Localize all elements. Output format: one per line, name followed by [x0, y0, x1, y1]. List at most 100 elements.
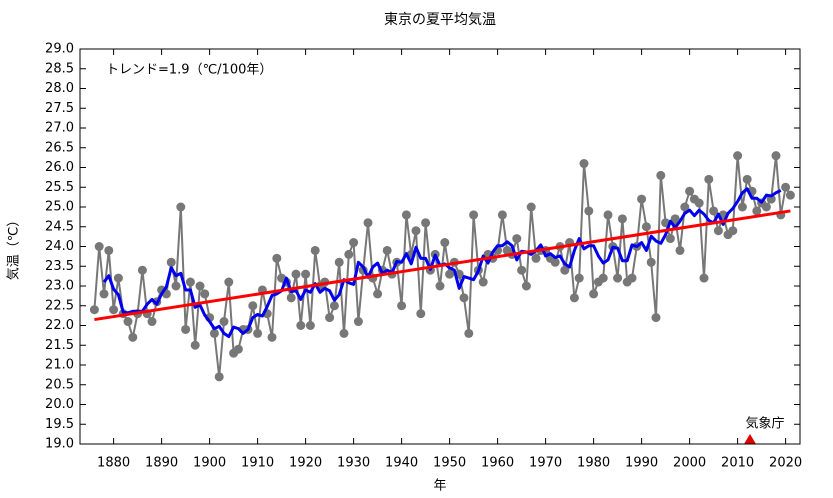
- data-point: [373, 289, 383, 299]
- y-tick-label: 23.5: [45, 259, 74, 274]
- y-tick-label: 24.0: [45, 239, 74, 254]
- y-tick-label: 19.5: [45, 417, 74, 432]
- y-tick-label: 27.5: [45, 101, 74, 116]
- data-point: [421, 218, 431, 228]
- x-axis-label: 年: [433, 479, 446, 494]
- data-point: [344, 249, 354, 259]
- data-point: [185, 277, 195, 287]
- data-point: [214, 372, 224, 382]
- data-point: [291, 269, 301, 279]
- data-point: [464, 328, 474, 338]
- x-tick-label: 1960: [481, 456, 514, 471]
- data-point: [680, 202, 690, 212]
- data-point: [478, 277, 488, 287]
- data-point: [584, 206, 594, 216]
- data-point: [665, 234, 675, 244]
- data-point: [94, 242, 104, 251]
- data-point: [497, 210, 507, 220]
- y-tick-label: 22.5: [45, 298, 74, 313]
- y-tick-label: 21.0: [45, 358, 74, 373]
- series-line: [94, 209, 791, 322]
- data-point: [694, 198, 704, 208]
- x-tick-label: 2010: [721, 456, 754, 471]
- data-point: [675, 245, 685, 255]
- source-marker: [744, 434, 756, 444]
- data-point: [521, 281, 531, 291]
- data-point: [445, 269, 455, 279]
- y-tick-label: 23.0: [45, 279, 74, 294]
- data-point: [200, 289, 210, 299]
- annotation: トレンド=1.9（℃/100年）: [106, 63, 272, 78]
- y-tick-label: 25.0: [45, 200, 74, 215]
- data-point: [296, 321, 306, 330]
- chart-title: 東京の夏平均気温: [384, 12, 496, 28]
- data-point: [526, 202, 536, 212]
- data-point: [310, 245, 320, 255]
- data-point: [301, 269, 311, 279]
- data-point: [713, 226, 723, 236]
- data-point: [613, 273, 623, 283]
- data-point: [781, 182, 791, 192]
- x-tick-label: 2000: [673, 456, 706, 471]
- data-point: [670, 214, 680, 224]
- data-point: [733, 151, 743, 161]
- data-point: [233, 344, 243, 354]
- data-point: [469, 210, 479, 220]
- data-point: [89, 305, 99, 315]
- y-tick-label: 29.0: [45, 42, 74, 57]
- data-point: [709, 206, 719, 216]
- data-point: [181, 324, 191, 334]
- data-point: [574, 273, 584, 283]
- data-point: [704, 174, 714, 184]
- y-tick-label: 26.5: [45, 140, 74, 155]
- data-point: [267, 332, 277, 342]
- data-point: [329, 301, 339, 311]
- data-point: [637, 194, 647, 204]
- data-point: [435, 281, 445, 291]
- x-tick-label: 1890: [145, 456, 178, 471]
- data-point: [651, 313, 661, 323]
- data-point: [589, 289, 599, 299]
- x-tick-label: 1930: [337, 456, 370, 471]
- data-point: [656, 170, 666, 180]
- data-point: [646, 257, 656, 267]
- data-point: [286, 293, 296, 303]
- y-tick-label: 20.0: [45, 397, 74, 412]
- data-point: [109, 305, 119, 315]
- data-point: [190, 340, 200, 350]
- x-tick-label: 1900: [193, 456, 226, 471]
- data-point: [771, 151, 781, 161]
- source-label: 気象庁: [745, 416, 784, 432]
- data-point: [411, 226, 421, 236]
- x-tick-label: 1990: [625, 456, 658, 471]
- data-point: [305, 321, 315, 330]
- data-point: [224, 277, 234, 287]
- y-tick-label: 25.5: [45, 180, 74, 195]
- data-point: [517, 265, 527, 275]
- data-point: [104, 245, 114, 255]
- y-tick-label: 26.0: [45, 160, 74, 175]
- data-point: [742, 174, 752, 184]
- data-point: [761, 202, 771, 212]
- y-tick-label: 28.0: [45, 81, 74, 96]
- data-point: [785, 190, 795, 200]
- data-point: [627, 273, 637, 283]
- y-tick-label: 28.5: [45, 61, 74, 76]
- y-tick-label: 27.0: [45, 121, 74, 136]
- data-point: [459, 293, 469, 303]
- x-tick-label: 1950: [433, 456, 466, 471]
- y-tick-label: 21.5: [45, 338, 74, 353]
- data-point: [416, 309, 426, 319]
- data-point: [113, 273, 123, 283]
- y-tick-label: 19.0: [45, 437, 74, 452]
- data-point: [363, 218, 373, 228]
- data-point: [209, 328, 219, 338]
- data-point: [195, 281, 205, 291]
- data-point: [598, 273, 608, 283]
- data-point: [349, 238, 359, 248]
- data-point: [752, 206, 762, 216]
- data-point: [171, 281, 181, 291]
- data-point: [334, 257, 344, 267]
- data-point: [440, 238, 450, 248]
